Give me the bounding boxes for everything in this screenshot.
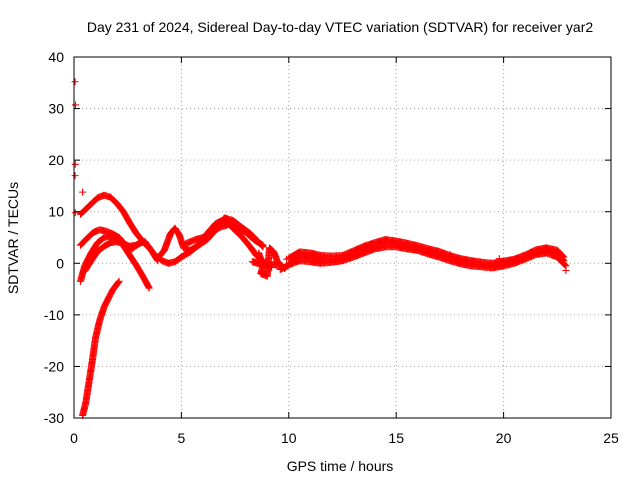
data-point bbox=[79, 188, 87, 196]
data-point bbox=[115, 277, 123, 285]
x-tick-label: 0 bbox=[70, 430, 78, 446]
data-point bbox=[268, 263, 276, 271]
data-point bbox=[71, 78, 79, 86]
y-tick-label: -10 bbox=[44, 307, 64, 323]
tick-labels: 0 5 10 15 20 25 -30 -20 -10 0 10 20 30 40 bbox=[44, 49, 619, 446]
data-point bbox=[560, 253, 568, 261]
data-point bbox=[71, 172, 79, 180]
data-point bbox=[562, 267, 570, 275]
series-9 bbox=[248, 244, 286, 280]
x-tick-label: 20 bbox=[496, 430, 512, 446]
y-tick-label: -20 bbox=[44, 358, 64, 374]
y-tick-label: 20 bbox=[48, 152, 64, 168]
data-point bbox=[144, 243, 152, 251]
data-point bbox=[558, 251, 566, 259]
data-point bbox=[258, 241, 266, 249]
y-tick-label: -30 bbox=[44, 410, 64, 426]
grid-lines bbox=[74, 57, 611, 418]
chart-title: Day 231 of 2024, Sidereal Day-to-day VTE… bbox=[87, 19, 593, 35]
data-point bbox=[144, 242, 152, 250]
data-point bbox=[72, 101, 80, 109]
data-point bbox=[259, 241, 267, 249]
data-point bbox=[71, 209, 79, 217]
x-tick-label: 5 bbox=[178, 430, 186, 446]
series-8 bbox=[182, 221, 267, 249]
y-axis-label: SDTVAR / TECUs bbox=[5, 182, 21, 294]
data-point bbox=[495, 255, 503, 263]
x-tick-label: 25 bbox=[603, 430, 619, 446]
data-point bbox=[446, 251, 454, 259]
y-tick-label: 10 bbox=[48, 204, 64, 220]
series-2 bbox=[79, 277, 123, 419]
plot-frame bbox=[73, 56, 612, 419]
data-point bbox=[561, 261, 569, 269]
y-tick-label: 30 bbox=[48, 101, 64, 117]
data-point bbox=[114, 279, 122, 287]
data-point bbox=[560, 260, 568, 268]
series-5 bbox=[81, 238, 153, 275]
data-point bbox=[145, 284, 153, 292]
data-point bbox=[114, 278, 122, 286]
x-tick-label: 15 bbox=[388, 430, 404, 446]
y-tick-label: 40 bbox=[48, 49, 64, 65]
x-tick-label: 10 bbox=[281, 430, 297, 446]
y-tick-label: 0 bbox=[56, 255, 64, 271]
series-13 bbox=[283, 251, 570, 275]
data-points bbox=[71, 78, 570, 419]
data-point bbox=[145, 244, 153, 252]
x-axis-label: GPS time / hours bbox=[287, 458, 394, 474]
series-0 bbox=[71, 78, 87, 217]
data-point bbox=[71, 160, 79, 168]
data-point bbox=[283, 255, 291, 263]
axes bbox=[73, 56, 612, 419]
data-point bbox=[334, 257, 342, 265]
data-point bbox=[559, 252, 567, 260]
